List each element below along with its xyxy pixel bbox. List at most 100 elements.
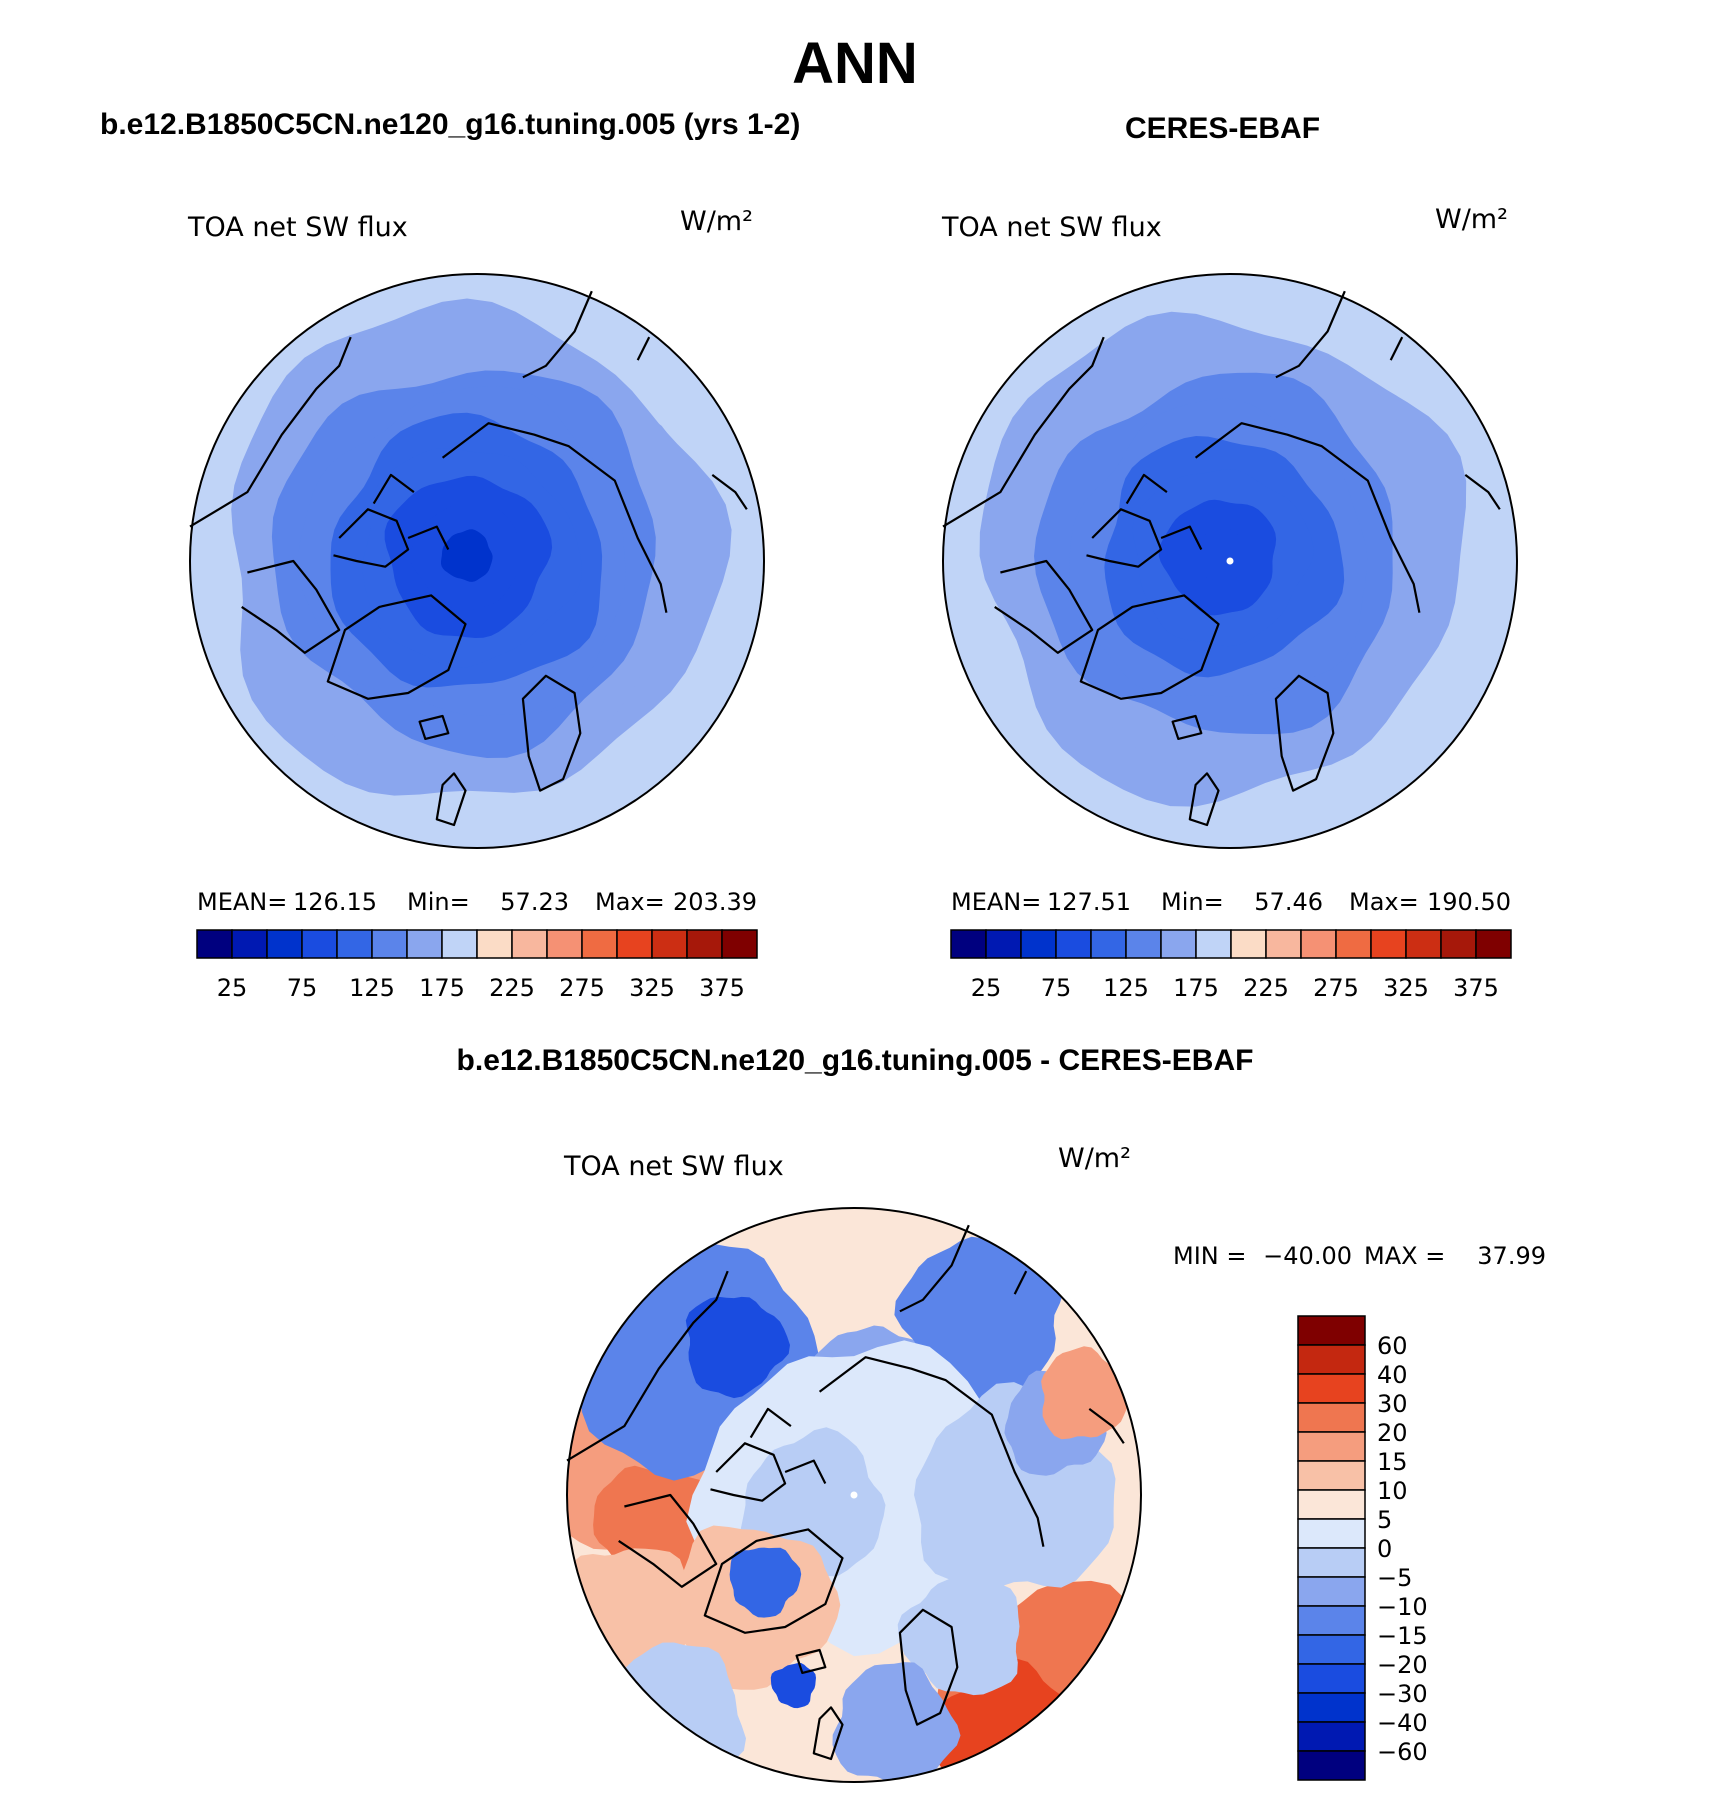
- colorbar-tick-1-7: 375: [1453, 974, 1499, 1002]
- diff-colorbar-swatch-1: [1297, 1344, 1366, 1375]
- map-2-coastline-7: [1088, 1408, 1125, 1444]
- colorbar-swatch-0-3: [301, 929, 338, 959]
- pole-marker-1: [1226, 557, 1234, 565]
- map-border-0: [189, 273, 765, 849]
- colorbar-swatch-0-11: [581, 929, 618, 959]
- model-units-label: W/m²: [680, 206, 753, 237]
- stat-max-0: 203.39: [673, 888, 757, 916]
- diff-colorbar-tick-0: 60: [1377, 1332, 1408, 1360]
- colorbar-swatch-1-12: [1370, 929, 1407, 959]
- obs-units-label: W/m²: [1435, 204, 1508, 235]
- diff-colorbar-tick-5: 10: [1377, 1477, 1408, 1505]
- colorbar-swatch-1-14: [1440, 929, 1477, 959]
- colorbar-tick-0-0: 25: [217, 974, 248, 1002]
- diff-colorbar-swatch-12: [1297, 1663, 1366, 1694]
- colorbar-swatch-1-8: [1230, 929, 1267, 959]
- map-contour-0-9: [441, 529, 493, 582]
- diff-colorbar-swatch-4: [1297, 1431, 1366, 1462]
- map-1-coastline-3: [1194, 290, 1421, 613]
- colorbar-tick-1-0: 25: [971, 974, 1002, 1002]
- diff-colorbar-tick-10: −15: [1377, 1622, 1428, 1650]
- colorbar-swatch-1-0: [950, 929, 987, 959]
- map-2-coastline-3: [818, 1224, 1045, 1547]
- colorbar-swatch-0-9: [511, 929, 548, 959]
- colorbar-swatch-0-0: [196, 929, 233, 959]
- colorbar-tick-0-1: 75: [287, 974, 318, 1002]
- colorbar-swatch-0-5: [371, 929, 408, 959]
- diff-colorbar-swatch-6: [1297, 1489, 1366, 1520]
- diff-colorbar-tick-7: 0: [1377, 1535, 1392, 1563]
- diff-patch-15: [729, 1547, 802, 1618]
- colorbar-swatch-0-1: [231, 929, 268, 959]
- colorbar-swatch-1-3: [1055, 929, 1092, 959]
- diff-colorbar-tick-12: −30: [1377, 1680, 1428, 1708]
- colorbar-swatch-1-9: [1265, 929, 1302, 959]
- diff-patch-16: [770, 1663, 816, 1709]
- colorbar-swatch-1-13: [1405, 929, 1442, 959]
- colorbar-tick-1-1: 75: [1041, 974, 1072, 1002]
- map-border-1: [942, 273, 1518, 849]
- diff-patch-19: [832, 1662, 961, 1782]
- diff-colorbar-tick-1: 40: [1377, 1361, 1408, 1389]
- map-1-coastline-1: [1086, 473, 1203, 568]
- colorbar-tick-1-2: 125: [1103, 974, 1149, 1002]
- stat-max-label-1: Max=: [1349, 888, 1419, 916]
- diff-colorbar-tick-9: −10: [1377, 1593, 1428, 1621]
- diff-units-label: W/m²: [1058, 1143, 1131, 1174]
- colorbar-swatch-1-2: [1020, 929, 1057, 959]
- map-0-coastline-1: [333, 473, 450, 568]
- diff-panel-title: b.e12.B1850C5CN.ne120_g16.tuning.005 - C…: [456, 1044, 1254, 1077]
- colorbar-swatch-0-15: [721, 929, 758, 959]
- diff-colorbar-tick-4: 15: [1377, 1448, 1408, 1476]
- diff-patch-17: [897, 1572, 1020, 1696]
- map-contour-1-8: [1192, 528, 1247, 584]
- colorbar-swatch-0-6: [406, 929, 443, 959]
- colorbar-tick-1-3: 175: [1173, 974, 1219, 1002]
- map-0-coastline-7: [711, 474, 748, 510]
- map-1-coastline-4: [1274, 674, 1335, 792]
- diff-patch-18: [597, 1642, 746, 1782]
- colorbar-swatch-0-8: [476, 929, 513, 959]
- stat-min-0: 57.23: [500, 888, 569, 916]
- map-0-coastline-2: [189, 336, 352, 654]
- model-field-label: TOA net SW flux: [187, 212, 408, 243]
- diff-colorbar-swatch-0: [1297, 1315, 1366, 1346]
- colorbar-tick-0-4: 225: [489, 974, 535, 1002]
- colorbar-swatch-1-4: [1090, 929, 1127, 959]
- map-border-2: [566, 1207, 1142, 1783]
- colorbar-swatch-0-2: [266, 929, 303, 959]
- map-0-coastline-6: [418, 714, 450, 740]
- diff-colorbar-tick-11: −20: [1377, 1651, 1428, 1679]
- colorbar-swatch-0-14: [686, 929, 723, 959]
- map-1-coastline-6: [1171, 714, 1203, 740]
- map-2-coastline-0: [703, 1528, 844, 1634]
- map-2-coastline-2: [566, 1270, 729, 1588]
- map-2-coastline-1: [710, 1407, 827, 1502]
- map-0-coastline-4: [521, 674, 582, 792]
- colorbar-tick-0-6: 325: [629, 974, 675, 1002]
- stat-mean-1: 127.51: [1047, 888, 1131, 916]
- model-panel-title: b.e12.B1850C5CN.ne120_g16.tuning.005 (yr…: [100, 108, 801, 141]
- diff-stat-min-label: MIN =: [1173, 1242, 1246, 1270]
- colorbar-tick-0-5: 275: [559, 974, 605, 1002]
- stat-min-label-0: Min=: [407, 888, 470, 916]
- stat-mean-label-0: MEAN=: [197, 888, 287, 916]
- map-0-coastline-0: [326, 594, 467, 700]
- map-1-coastline-5: [1188, 772, 1220, 827]
- diff-field-label: TOA net SW flux: [563, 1151, 784, 1182]
- colorbar-swatch-1-5: [1125, 929, 1162, 959]
- map-field-2: [567, 1208, 1141, 1782]
- colorbar-swatch-1-1: [985, 929, 1022, 959]
- colorbar-swatch-1-7: [1195, 929, 1232, 959]
- stat-min-label-1: Min=: [1161, 888, 1224, 916]
- diff-colorbar-swatch-8: [1297, 1547, 1366, 1578]
- map-1-coastline-7: [1464, 474, 1501, 510]
- obs-panel-title: CERES-EBAF: [1125, 112, 1321, 145]
- colorbar-swatch-0-4: [336, 929, 373, 959]
- diff-colorbar-tick-14: −60: [1377, 1738, 1428, 1766]
- colorbar-tick-0-2: 125: [349, 974, 395, 1002]
- map-2-coastline-4: [898, 1608, 959, 1726]
- stat-max-1: 190.50: [1427, 888, 1511, 916]
- map-0-coastline-3: [441, 290, 668, 613]
